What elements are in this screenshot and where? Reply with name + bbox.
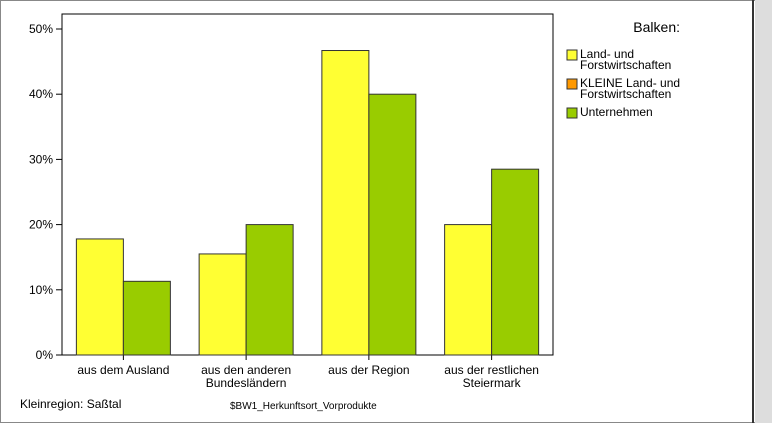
y-tick-label: 40%	[29, 87, 53, 101]
bar	[245, 224, 294, 356]
x-tick-label: aus der restlichen Steiermark	[444, 363, 539, 390]
legend-title: Balken:	[633, 19, 680, 35]
y-tick-label: 0%	[36, 348, 54, 362]
bar	[444, 224, 493, 356]
x-tick-label: aus dem Ausland	[77, 363, 169, 377]
bar	[75, 238, 124, 356]
legend-label: Land- und Forstwirtschaften	[580, 47, 671, 72]
bar	[122, 280, 171, 356]
legend-swatch	[566, 78, 578, 90]
legend-label: Unternehmen	[580, 105, 653, 119]
y-tick-label: 10%	[29, 283, 53, 297]
footer-left: Kleinregion: Saßtal	[20, 397, 121, 411]
bar	[368, 93, 417, 356]
legend-swatch	[566, 107, 578, 119]
y-tick-label: 30%	[29, 152, 53, 166]
y-tick-label: 50%	[29, 22, 53, 36]
bar	[491, 168, 540, 356]
footer-center: $BW1_Herkunftsort_Vorprodukte	[230, 401, 377, 412]
x-tick-label: aus den anderen Bundesländern	[201, 363, 291, 390]
x-tick-label: aus der Region	[328, 363, 409, 377]
legend-label: KLEINE Land- und Forstwirtschaften	[580, 76, 680, 101]
bar	[321, 50, 370, 356]
edge-panel	[755, 0, 772, 423]
legend-swatch	[566, 49, 578, 61]
bar	[198, 253, 247, 356]
y-tick-label: 20%	[29, 218, 53, 232]
